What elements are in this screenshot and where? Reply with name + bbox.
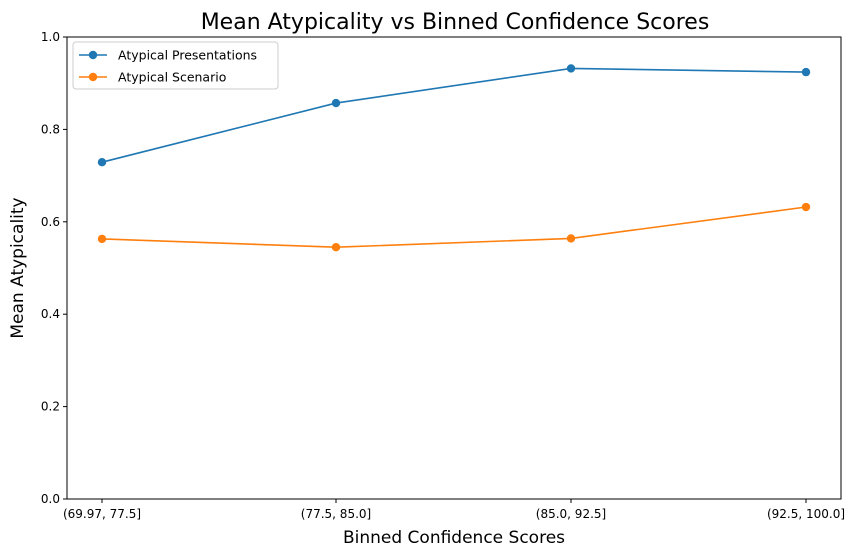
legend-swatch-marker bbox=[88, 72, 98, 82]
data-point bbox=[801, 202, 811, 212]
legend-label: Atypical Scenario bbox=[118, 70, 226, 85]
y-tick-label: 0.8 bbox=[41, 122, 60, 136]
x-tick-label: (69.97, 77.5] bbox=[63, 507, 141, 521]
plot-area bbox=[66, 36, 842, 500]
y-tick-label: 0.0 bbox=[41, 492, 60, 506]
legend-box bbox=[72, 41, 279, 90]
series-line bbox=[101, 206, 807, 249]
data-point bbox=[331, 243, 341, 252]
x-tick-label: (85.0, 92.5] bbox=[536, 507, 606, 521]
series-line bbox=[101, 67, 807, 163]
chart-title: Mean Atypicality vs Binned Confidence Sc… bbox=[201, 10, 710, 35]
y-tick-label: 0.2 bbox=[41, 400, 60, 414]
data-point bbox=[331, 98, 341, 108]
data-point bbox=[566, 64, 576, 73]
y-tick-label: 1.0 bbox=[41, 30, 60, 44]
series-lines bbox=[97, 64, 811, 252]
y-tick-label: 0.4 bbox=[41, 307, 60, 321]
data-point bbox=[566, 234, 576, 243]
legend: Atypical Presentations Atypical Scenario bbox=[72, 41, 279, 90]
data-point bbox=[97, 158, 107, 167]
x-axis: (69.97, 77.5] (77.5, 85.0] (85.0, 92.5] (92… bbox=[63, 499, 845, 521]
x-tick-label: (77.5, 85.0] bbox=[301, 507, 371, 521]
y-tick-label: 0.6 bbox=[41, 215, 60, 229]
legend-swatch-marker bbox=[88, 50, 98, 60]
y-axis-label: Mean Atypicality bbox=[8, 197, 28, 338]
y-axis: 0.0 0.2 0.4 0.6 0.8 1.0 bbox=[41, 30, 67, 506]
x-axis-label: Binned Confidence Scores bbox=[343, 528, 565, 548]
data-point bbox=[801, 67, 811, 77]
legend-label: Atypical Presentations bbox=[118, 48, 257, 63]
data-point bbox=[97, 234, 107, 244]
x-tick-label: (92.5, 100.0] bbox=[767, 507, 845, 521]
